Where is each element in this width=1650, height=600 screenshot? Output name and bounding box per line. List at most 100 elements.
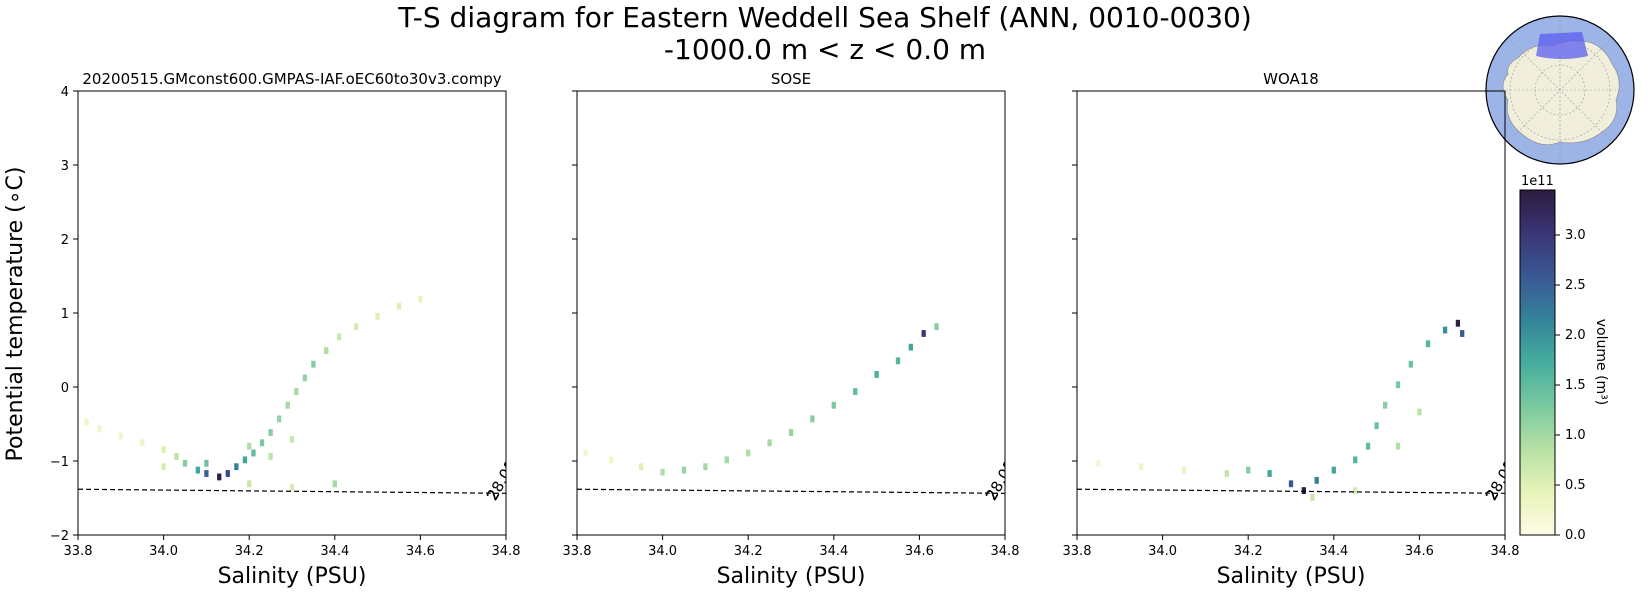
antarctica-inset-map	[1485, 15, 1635, 165]
colorbar-bar	[1519, 189, 1556, 536]
y-tick-label: 4	[61, 85, 69, 100]
x-tick-label: 34.6	[1405, 544, 1434, 559]
heatmap-cell	[1417, 408, 1422, 416]
isopycnal-label: 28.00	[1482, 457, 1519, 503]
heatmap-cell	[336, 333, 342, 341]
figure-title: T-S diagram for Eastern Weddell Sea Shel…	[0, 2, 1650, 66]
heatmap-cell	[195, 466, 200, 474]
y-tick-label: −1	[50, 455, 69, 470]
x-tick-label: 34.0	[1148, 544, 1177, 559]
y-tick-label: 0	[61, 381, 69, 396]
x-tick-label: 33.8	[1063, 544, 1092, 559]
figure-title-line2: -1000.0 m < z < 0.0 m	[663, 33, 987, 66]
heatmap-cells	[84, 295, 423, 491]
panel-title: 20200515.GMconst600.GMPAS-IAF.oEC60to30v…	[82, 70, 501, 88]
heatmap-cell	[788, 429, 794, 436]
x-tick-label: 34.8	[1491, 544, 1520, 559]
y-tick-label: 2	[61, 233, 69, 248]
heatmap-cell	[1455, 319, 1461, 327]
heatmap-cell	[1267, 470, 1272, 477]
isopycnal-label: 28.00	[982, 457, 1019, 503]
heatmap-cell	[639, 463, 644, 471]
heatmap-cell	[174, 453, 179, 460]
heatmap-cell	[1331, 466, 1336, 474]
figure-title-line1: T-S diagram for Eastern Weddell Sea Shel…	[398, 1, 1252, 34]
x-tick-label: 34.4	[1319, 544, 1348, 559]
ts-panel-1: 27.0027.1027.2027.3027.4027.5027.6027.70…	[50, 70, 521, 589]
heatmap-cell	[242, 456, 248, 464]
x-tick-label: 33.8	[563, 544, 592, 559]
heatmap-cell	[268, 429, 273, 436]
colorbar-multiplier: 1e11	[1521, 174, 1554, 189]
heatmap-cell	[247, 442, 252, 450]
x-tick-label: 34.0	[149, 544, 178, 559]
colorbar-tick-label: 1.5	[1565, 378, 1586, 393]
heatmap-cell	[1288, 480, 1294, 488]
isopycnal-label-bg	[985, 463, 1005, 497]
heatmap-cell	[84, 418, 89, 426]
heatmap-cell	[97, 425, 102, 433]
freezing-point-line	[77, 488, 507, 494]
x-tick-label: 34.2	[734, 544, 763, 559]
x-tick-label: 33.8	[64, 544, 93, 559]
heatmap-cell	[182, 459, 188, 467]
heatmap-cell	[247, 480, 252, 488]
heatmap-cell	[354, 323, 359, 331]
freezing-point-line	[576, 488, 1006, 494]
heatmap-cell	[259, 439, 265, 447]
freezing-point-line	[1076, 488, 1506, 494]
panel-title: SOSE	[771, 70, 811, 88]
heatmap-cell	[810, 415, 815, 423]
y-tick-label: −2	[50, 529, 69, 544]
heatmap-cell	[1246, 466, 1251, 474]
heatmap-cell	[703, 463, 708, 471]
x-axis-label: Salinity (PSU)	[1217, 564, 1366, 589]
y-tick-label: 3	[61, 159, 69, 174]
x-tick-label: 34.0	[648, 544, 677, 559]
x-tick-label: 34.4	[819, 544, 848, 559]
heatmap-cell	[418, 295, 423, 303]
heatmap-cell	[277, 415, 282, 423]
heatmap-cell	[746, 449, 751, 457]
heatmap-cell	[332, 480, 337, 488]
heatmap-cell	[1442, 326, 1448, 334]
heatmap-cell	[161, 446, 166, 454]
heatmap-cell	[1365, 442, 1371, 450]
heatmap-cell	[1460, 330, 1465, 337]
heatmap-cell	[1181, 466, 1187, 474]
x-tick-label: 34.6	[905, 544, 934, 559]
isopycnal-label-bg	[1485, 463, 1505, 497]
heatmap-cell	[204, 470, 209, 477]
heatmap-cell	[251, 449, 256, 457]
heatmap-cell	[1395, 381, 1401, 389]
y-tick-label: 1	[61, 307, 69, 322]
colorbar-tick-label: 0.5	[1565, 478, 1586, 493]
heatmap-cell	[1353, 456, 1358, 464]
ts-panel-2: 27.0027.1027.2027.3027.4027.5027.6027.70…	[563, 70, 1020, 589]
heatmap-cell	[1310, 494, 1315, 501]
heatmap-cell	[396, 302, 402, 310]
heatmap-cell	[375, 313, 380, 320]
heatmap-cell	[140, 439, 145, 447]
heatmap-cell	[853, 388, 858, 395]
heatmap-cell	[217, 473, 222, 481]
heatmap-cell	[161, 463, 166, 471]
panel-title: WOA18	[1263, 70, 1319, 88]
heatmap-cell	[324, 347, 329, 354]
heatmap-cell	[724, 456, 729, 464]
colorbar-label: volume (m³)	[1593, 319, 1609, 406]
heatmap-cell	[895, 357, 901, 365]
heatmap-cell	[1353, 487, 1358, 495]
heatmap-cell	[767, 439, 772, 447]
isopycnals: 27.0027.1027.2027.3027.4027.5027.6027.70…	[483, 457, 506, 503]
heatmap-cell	[204, 459, 209, 467]
heatmap-cells	[1096, 319, 1465, 501]
heatmap-cell	[921, 330, 926, 337]
heatmap-cell	[294, 388, 299, 395]
colorbar-tick-label: 3.0	[1565, 228, 1586, 243]
heatmap-cell	[660, 468, 665, 476]
x-tick-label: 34.6	[406, 544, 435, 559]
heatmap-cell	[285, 401, 290, 409]
x-tick-label: 34.2	[235, 544, 264, 559]
colorbar: 1e11 volume (m³) 0.0 0.5 1.0 1.5 2.0 2.5 3.0	[1519, 174, 1609, 543]
